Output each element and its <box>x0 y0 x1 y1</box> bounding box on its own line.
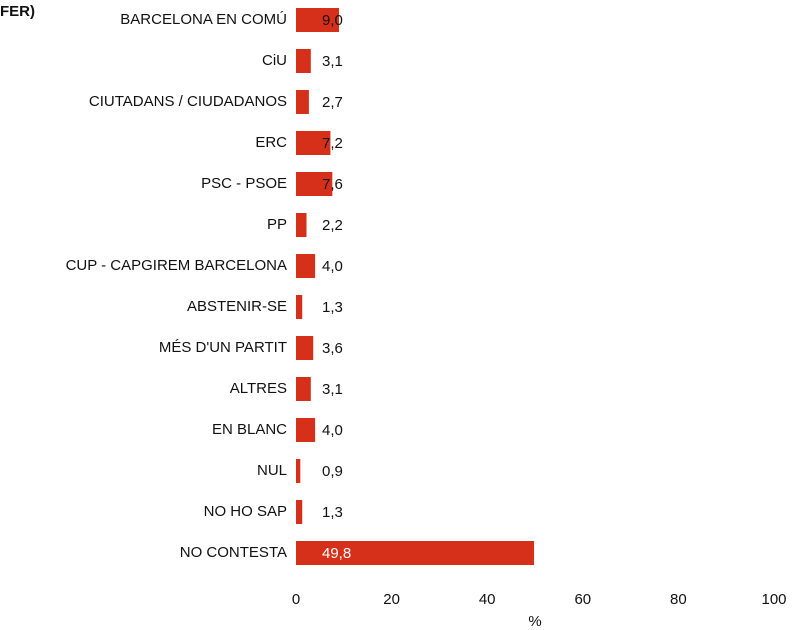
x-tick-label: 20 <box>383 591 400 608</box>
category-label: EN BLANC <box>212 421 287 438</box>
category-label: CiU <box>262 52 287 69</box>
bar <box>296 500 303 524</box>
value-label: 4,0 <box>322 258 343 275</box>
bar <box>296 541 535 565</box>
value-label: 2,7 <box>322 94 343 111</box>
bar <box>296 295 303 319</box>
bar <box>296 254 316 278</box>
bar <box>296 459 301 483</box>
bar <box>296 377 311 401</box>
value-label: 4,0 <box>322 422 343 439</box>
value-label: 3,1 <box>322 53 343 70</box>
bar <box>296 213 307 237</box>
value-label: 7,2 <box>322 135 343 152</box>
value-label: 49,8 <box>322 545 351 562</box>
x-tick-label: 0 <box>292 591 300 608</box>
value-label: 0,9 <box>322 463 343 480</box>
bar <box>296 336 314 360</box>
bar <box>296 90 309 114</box>
category-label: MÉS D'UN PARTIT <box>159 339 287 356</box>
bar <box>296 418 316 442</box>
category-label: ALTRES <box>230 380 287 397</box>
category-label: PSC - PSOE <box>201 175 287 192</box>
x-tick-label: 100 <box>761 591 786 608</box>
bar <box>296 131 331 155</box>
x-tick-label: 40 <box>479 591 496 608</box>
category-label: CIUTADANS / CIUDADANOS <box>89 93 287 110</box>
x-tick-label: 60 <box>574 591 591 608</box>
chart-title: FER) <box>0 3 35 20</box>
bar <box>296 49 311 73</box>
bar <box>296 8 340 32</box>
category-label: BARCELONA EN COMÚ <box>120 11 287 28</box>
category-label: CUP - CAPGIREM BARCELONA <box>66 257 287 274</box>
value-label: 9,0 <box>322 12 343 29</box>
category-label: PP <box>267 216 287 233</box>
category-label: ERC <box>255 134 287 151</box>
value-label: 7,6 <box>322 176 343 193</box>
category-label: NUL <box>257 462 287 479</box>
value-label: 3,6 <box>322 340 343 357</box>
value-label: 1,3 <box>322 504 343 521</box>
category-label: NO CONTESTA <box>180 544 287 561</box>
category-label: ABSTENIR-SE <box>187 298 287 315</box>
value-label: 1,3 <box>322 299 343 316</box>
x-tick-label: 80 <box>670 591 687 608</box>
x-axis-label: % <box>528 613 541 630</box>
bar <box>296 172 333 196</box>
value-label: 3,1 <box>322 381 343 398</box>
category-label: NO HO SAP <box>204 503 287 520</box>
value-label: 2,2 <box>322 217 343 234</box>
